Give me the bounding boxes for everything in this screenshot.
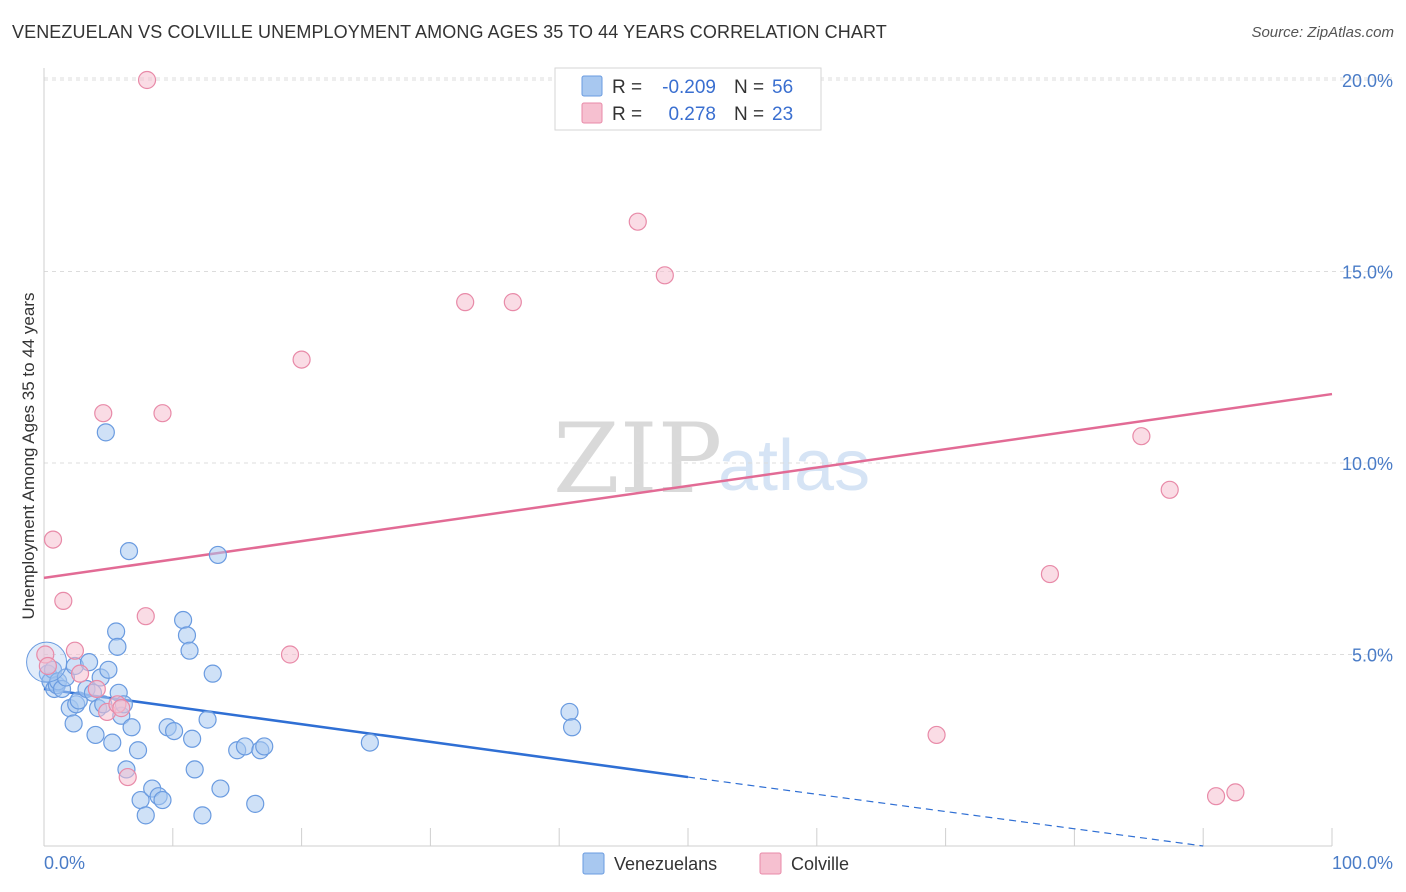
venezuelans-point [208,545,227,565]
venezuelans-point [560,702,579,722]
venezuelans-points [26,423,582,825]
venezuelans-point [211,779,230,798]
venezuelans-point [96,423,115,442]
colville-point [38,656,57,676]
colville-point [112,699,131,718]
venezuelans-point [128,741,148,760]
colville-point [153,404,172,423]
colville-point [43,530,63,549]
watermark: ZIP atlas [553,403,870,515]
legend-n-value-venezuelans: 56 [772,77,793,98]
watermark-atlas: atlas [718,426,870,506]
colville-points [36,70,1245,806]
colville-point [94,404,113,423]
colville-point [280,645,300,664]
venezuelans-trend-line [43,687,689,779]
legend-swatch-colville [581,102,603,124]
colville-point [1160,480,1179,499]
venezuelans-point [562,718,582,737]
legend-n-label-colville: N = [734,104,764,125]
colville-point [628,212,647,231]
colville-point [1206,787,1226,806]
colville-point [1226,783,1245,802]
legend-n-label-venezuelans: N = [734,77,764,98]
bottom-legend: Venezuelans Colville [582,852,849,875]
legend-swatch-venezuelans [581,75,603,97]
venezuelans-point [153,790,172,810]
watermark-zip: ZIP [553,403,722,515]
colville-point [292,350,311,369]
colville-point [87,679,106,699]
venezuelans-point [86,725,105,745]
venezuelans-point [108,637,127,656]
bottom-legend-swatch-venezuelans [582,852,605,875]
venezuelans-point [64,714,83,733]
bottom-legend-swatch-colville [759,852,782,875]
venezuelans-point [136,806,155,825]
venezuelans-point [177,626,197,645]
venezuelans-point [235,737,255,756]
colville-point [54,591,73,610]
venezuelans-trend-extension [687,776,1204,847]
source-credit: Source: ZipAtlas.com [1251,24,1394,41]
venezuelans-point [185,760,204,779]
colville-point [1040,564,1060,584]
venezuelans-point [164,721,184,741]
venezuelans-point [180,641,199,660]
colville-point [1132,427,1151,446]
x-tick-label-max: 100.0% [1332,853,1393,873]
legend: R = -0.209 N = 56 R = 0.278 N = 23 [554,67,822,131]
venezuelans-point [255,737,274,756]
colville-point [118,767,137,787]
y-axis-title: Unemployment Among Ages 35 to 44 years [19,293,38,620]
legend-r-label-venezuelans: R = [612,77,642,98]
colville-point [70,664,90,683]
bottom-legend-label-venezuelans: Venezuelans [614,854,717,874]
venezuelans-point [119,541,139,561]
venezuelans-point [122,718,141,737]
y-tick-label: 20.0% [1342,71,1393,91]
x-ticks [43,828,1333,846]
y-tick-labels: 5.0% 10.0% 15.0% 20.0% [1342,71,1393,666]
venezuelans-point [198,710,217,729]
x-tick-label-min: 0.0% [44,853,85,873]
legend-r-value-venezuelans: -0.209 [662,77,716,98]
colville-point [655,266,674,285]
grid [44,77,1393,655]
colville-point [927,725,946,745]
legend-r-label-colville: R = [612,104,642,125]
venezuelans-point [246,794,265,813]
chart-title: VENEZUELAN VS COLVILLE UNEMPLOYMENT AMON… [12,22,887,42]
colville-trend-line [43,392,1333,580]
venezuelans-point [174,610,193,630]
legend-r-value-colville: 0.278 [668,104,716,125]
venezuelans-point [193,806,212,825]
colville-point [503,293,522,312]
y-tick-label: 10.0% [1342,454,1393,474]
colville-point [136,607,155,626]
legend-n-value-colville: 23 [772,104,793,125]
bottom-legend-label-colville: Colville [791,854,849,874]
venezuelans-point [103,733,122,752]
colville-point [137,70,157,90]
venezuelans-point [99,660,118,679]
trend-lines [43,392,1333,847]
venezuelans-point [107,622,126,641]
venezuelans-point [203,664,222,683]
colville-point [65,641,85,660]
venezuelans-point [183,729,202,748]
colville-point [456,293,475,312]
venezuelans-point [360,733,379,752]
y-tick-label: 5.0% [1352,646,1393,666]
y-tick-label: 15.0% [1342,263,1393,283]
